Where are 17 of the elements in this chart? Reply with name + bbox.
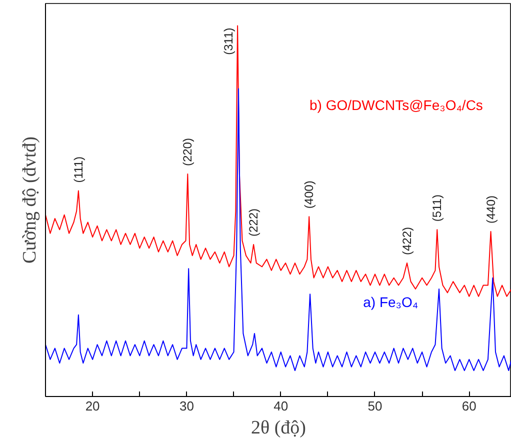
y-axis-title: Cường độ (đvtđ) bbox=[20, 136, 40, 264]
annotation: (400) bbox=[302, 180, 316, 209]
annotation: (220) bbox=[180, 138, 195, 166]
annotation: (311) bbox=[222, 28, 236, 55]
annotation: (511) bbox=[430, 194, 444, 222]
x-tick-label: 20 bbox=[85, 398, 100, 414]
text: b) GO/DWCNTs@Fe₃O₄/Cs bbox=[310, 96, 483, 113]
x-axis-title: 2θ (độ) bbox=[250, 418, 306, 438]
x-tick-label: 40 bbox=[274, 398, 288, 414]
annotation: (440) bbox=[484, 195, 498, 224]
series-label: a) Fe₃O₄ bbox=[363, 294, 418, 310]
x-tick-label: 60 bbox=[462, 398, 476, 414]
annotation: (222) bbox=[246, 208, 261, 236]
x-tick-label: 50 bbox=[368, 398, 382, 414]
x-tick-label: 30 bbox=[179, 398, 194, 414]
annotation: (111) bbox=[71, 156, 86, 183]
annotation: (422) bbox=[400, 227, 414, 256]
